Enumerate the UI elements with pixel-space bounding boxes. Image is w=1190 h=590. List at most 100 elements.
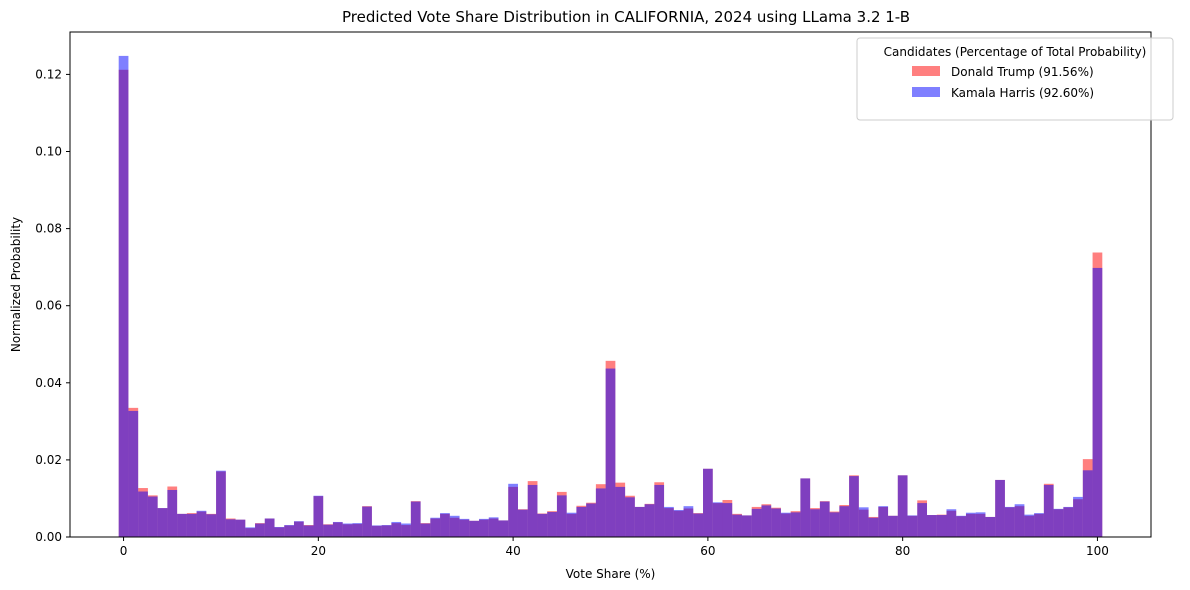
bar-series-1-bin-68 bbox=[780, 512, 791, 537]
legend: Candidates (Percentage of Total Probabil… bbox=[856, 37, 1174, 121]
bar-series-1-bin-30 bbox=[410, 501, 421, 537]
bar-series-1-bin-12 bbox=[235, 519, 246, 537]
legend-title: Candidates (Percentage of Total Probabil… bbox=[884, 45, 1147, 59]
y-tick-label-5: 0.10 bbox=[35, 145, 62, 159]
bar-series-1-bin-82 bbox=[917, 503, 928, 537]
bar-series-1-bin-60 bbox=[703, 468, 713, 537]
x-tick-label-5: 100 bbox=[1086, 544, 1109, 558]
bar-series-1-bin-99 bbox=[1082, 470, 1093, 537]
bar-series-1-bin-96 bbox=[1053, 508, 1064, 537]
bar-series-1-bin-72 bbox=[819, 501, 830, 537]
bar-series-1-bin-20 bbox=[313, 495, 324, 537]
bar-series-1-bin-17 bbox=[284, 525, 294, 537]
bar-series-1-bin-28 bbox=[391, 521, 402, 537]
bar-series-1-bin-4 bbox=[157, 508, 168, 537]
bar-series-1-bin-21 bbox=[323, 524, 333, 537]
bar-series-1-bin-81 bbox=[907, 515, 918, 537]
y-tick-label-3: 0.06 bbox=[35, 299, 62, 313]
bar-series-1-bin-87 bbox=[965, 512, 976, 537]
chart-title: Predicted Vote Share Distribution in CAL… bbox=[342, 8, 910, 26]
legend-swatch-trump bbox=[912, 66, 940, 76]
bar-series-1-bin-69 bbox=[790, 512, 801, 537]
bar-series-1-bin-0 bbox=[118, 55, 129, 538]
bar-series-1-bin-13 bbox=[245, 527, 256, 537]
bar-series-1-bin-44 bbox=[547, 511, 557, 537]
bar-series-1-bin-14 bbox=[255, 523, 265, 537]
bar-series-1-bin-22 bbox=[332, 521, 343, 537]
bar-series-1-bin-65 bbox=[751, 508, 762, 537]
bars-layer bbox=[118, 55, 1103, 538]
bar-series-1-bin-53 bbox=[634, 506, 645, 537]
bar-series-1-bin-3 bbox=[147, 496, 158, 537]
bar-series-1-bin-48 bbox=[586, 503, 596, 537]
bar-series-1-bin-79 bbox=[888, 515, 898, 537]
bar-series-1-bin-39 bbox=[498, 520, 509, 537]
bar-series-1-bin-93 bbox=[1024, 514, 1035, 537]
bar-series-1-bin-57 bbox=[673, 510, 684, 537]
bar-series-1-bin-9 bbox=[206, 514, 217, 537]
bar-series-1-bin-51 bbox=[615, 486, 626, 537]
bar-series-1-bin-86 bbox=[956, 515, 966, 537]
bar-series-1-bin-59 bbox=[693, 513, 704, 537]
bar-series-1-bin-45 bbox=[556, 495, 567, 537]
legend-swatch-harris bbox=[912, 87, 940, 97]
bar-series-1-bin-74 bbox=[839, 506, 850, 537]
y-tick-label-1: 0.02 bbox=[35, 453, 62, 467]
bar-series-1-bin-34 bbox=[449, 515, 460, 537]
bar-series-1-bin-27 bbox=[381, 525, 392, 537]
bar-series-1-bin-70 bbox=[800, 478, 811, 537]
legend-label-harris: Kamala Harris (92.60%) bbox=[951, 86, 1094, 100]
bar-series-1-bin-46 bbox=[566, 512, 577, 537]
y-tick-label-6: 0.12 bbox=[35, 67, 62, 81]
bar-series-1-bin-38 bbox=[488, 517, 499, 537]
bar-series-1-bin-89 bbox=[985, 516, 996, 537]
bar-series-1-bin-26 bbox=[371, 525, 382, 537]
x-tick-label-2: 40 bbox=[505, 544, 520, 558]
bar-series-1-bin-78 bbox=[878, 506, 889, 537]
bar-series-1-bin-32 bbox=[430, 517, 441, 537]
bar-series-1-bin-64 bbox=[741, 515, 752, 537]
bar-series-1-bin-67 bbox=[771, 508, 781, 537]
bar-series-1-bin-6 bbox=[177, 513, 187, 537]
bar-series-1-bin-40 bbox=[508, 483, 518, 537]
bar-series-1-bin-11 bbox=[225, 519, 236, 537]
plot-frame bbox=[69, 31, 1152, 538]
bar-series-1-bin-71 bbox=[810, 509, 820, 537]
legend-box bbox=[856, 37, 1174, 121]
bar-series-1-bin-24 bbox=[352, 523, 363, 537]
bar-series-1-bin-90 bbox=[995, 479, 1005, 537]
bar-series-1-bin-1 bbox=[128, 410, 139, 537]
bar-series-1-bin-100 bbox=[1092, 267, 1103, 537]
legend-label-trump: Donald Trump (91.56%) bbox=[951, 65, 1094, 79]
bar-series-1-bin-94 bbox=[1034, 513, 1044, 537]
bar-series-1-bin-92 bbox=[1014, 504, 1025, 537]
bar-series-1-bin-18 bbox=[293, 521, 304, 537]
bar-series-1-bin-37 bbox=[479, 518, 489, 537]
bar-series-1-bin-19 bbox=[303, 525, 314, 537]
bar-series-1-bin-56 bbox=[664, 506, 674, 537]
bar-series-1-bin-42 bbox=[527, 484, 538, 537]
bar-series-1-bin-80 bbox=[897, 475, 908, 537]
bar-series-1-bin-47 bbox=[576, 506, 587, 537]
x-tick-label-3: 60 bbox=[700, 544, 715, 558]
x-tick-label-0: 0 bbox=[120, 544, 128, 558]
y-tick-label-2: 0.04 bbox=[35, 376, 62, 390]
bar-series-1-bin-7 bbox=[186, 513, 197, 537]
bar-series-1-bin-31 bbox=[420, 523, 431, 537]
bar-series-1-bin-76 bbox=[858, 507, 869, 537]
y-tick-label-4: 0.08 bbox=[35, 222, 62, 236]
bar-series-1-bin-52 bbox=[625, 497, 635, 537]
bar-series-1-bin-25 bbox=[362, 506, 372, 537]
bar-series-1-bin-36 bbox=[469, 520, 480, 537]
bar-series-1-bin-58 bbox=[683, 506, 694, 537]
bar-series-1-bin-83 bbox=[927, 515, 937, 537]
bar-series-1-bin-41 bbox=[517, 509, 528, 537]
bar-series-1-bin-55 bbox=[654, 484, 665, 537]
bar-series-1-bin-33 bbox=[440, 513, 450, 537]
bar-series-1-bin-95 bbox=[1043, 484, 1054, 537]
x-axis-label: Vote Share (%) bbox=[566, 567, 656, 581]
bar-series-1-bin-29 bbox=[401, 523, 411, 537]
x-tick-label-4: 80 bbox=[895, 544, 910, 558]
y-axis: 0.00 0.02 0.04 0.06 0.08 0.10 0.12 bbox=[35, 67, 70, 544]
